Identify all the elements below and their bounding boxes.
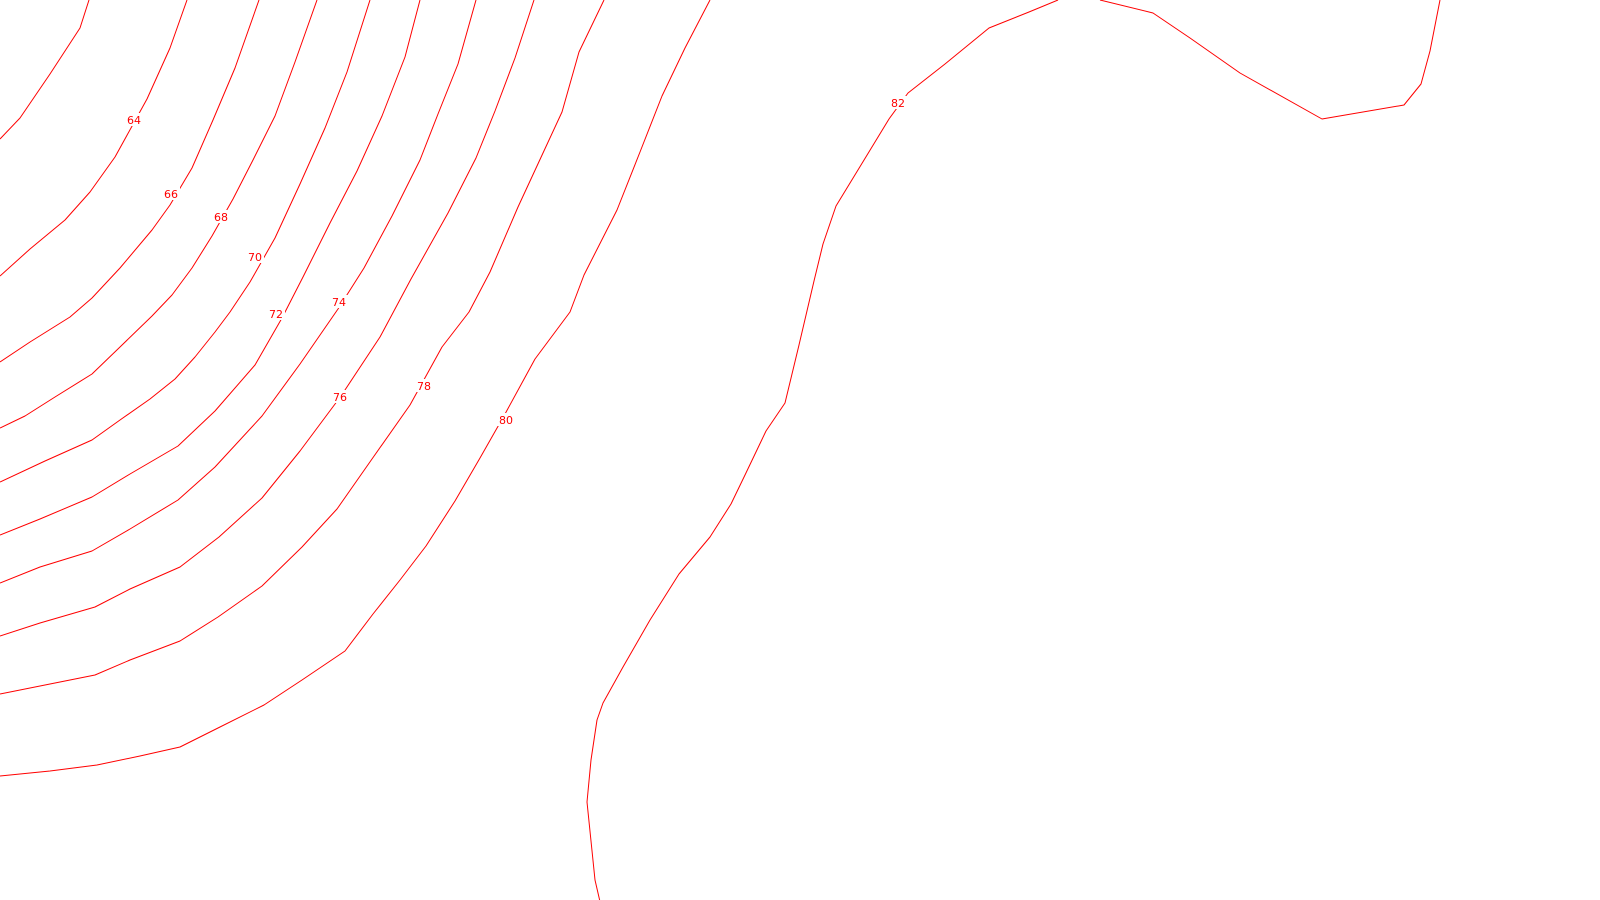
contour-line-82 bbox=[1099, 0, 1441, 120]
label-64: 64 bbox=[127, 114, 141, 127]
contour-line-72 bbox=[0, 0, 477, 584]
label-68: 68 bbox=[214, 211, 228, 224]
contour-line-68 bbox=[0, 0, 371, 483]
contour-lines bbox=[0, 0, 1441, 900]
contour-label-80: 80 bbox=[497, 413, 515, 427]
label-66: 66 bbox=[164, 188, 178, 201]
contour-label-76: 76 bbox=[331, 390, 349, 404]
label-78: 78 bbox=[417, 380, 431, 393]
contour-line-70 bbox=[0, 0, 421, 536]
contour-line bbox=[0, 0, 90, 140]
contour-label-70: 70 bbox=[246, 250, 264, 264]
contour-line-76 bbox=[0, 0, 605, 695]
contour-label-64: 64 bbox=[125, 113, 143, 127]
contour-label-66: 66 bbox=[162, 187, 180, 201]
label-82: 82 bbox=[891, 97, 905, 110]
label-74: 74 bbox=[332, 296, 346, 309]
contour-label-78: 78 bbox=[415, 379, 433, 393]
label-76: 76 bbox=[333, 391, 347, 404]
label-80: 80 bbox=[499, 414, 513, 427]
label-72: 72 bbox=[269, 308, 283, 321]
contour-line-66 bbox=[0, 0, 318, 429]
contour-line-74 bbox=[0, 0, 535, 637]
contour-line bbox=[0, 0, 188, 277]
contour-line-78 bbox=[0, 0, 711, 777]
contour-label-68: 68 bbox=[212, 210, 230, 224]
contour-line-80 bbox=[586, 0, 1059, 900]
label-70: 70 bbox=[248, 251, 262, 264]
contour-label-74: 74 bbox=[330, 295, 348, 309]
contour-line-64 bbox=[0, 0, 260, 363]
contour-label-82: 82 bbox=[889, 96, 907, 110]
contour-label-72: 72 bbox=[267, 307, 285, 321]
contour-labels: 64 66 68 70 72 74 76 78 bbox=[125, 96, 907, 427]
